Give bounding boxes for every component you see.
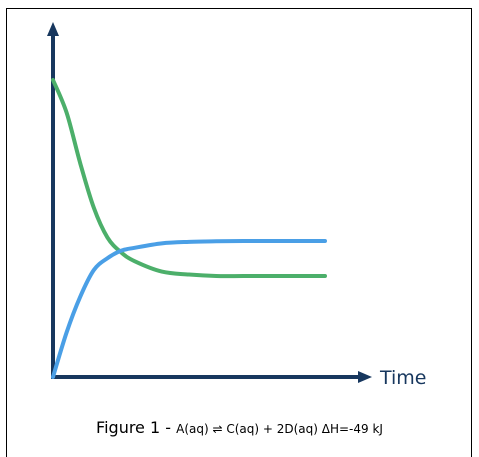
y-axis-arrowhead [47,22,59,36]
x-axis-arrowhead [358,371,372,383]
x-axis-label: Time [379,367,427,389]
caption-equation: A(aq) ⇌ C(aq) + 2D(aq) ΔH=-49 kJ [176,422,383,436]
figure-caption: Figure 1 - A(aq) ⇌ C(aq) + 2D(aq) ΔH=-49… [0,418,479,437]
x-axis: Time [51,367,427,389]
figure-frame [6,8,472,457]
y-axis [47,22,59,379]
series-line-2 [51,238,327,379]
series-line-1 [51,78,327,279]
caption-title: Figure 1 - [96,418,177,437]
series-layer [51,78,327,379]
